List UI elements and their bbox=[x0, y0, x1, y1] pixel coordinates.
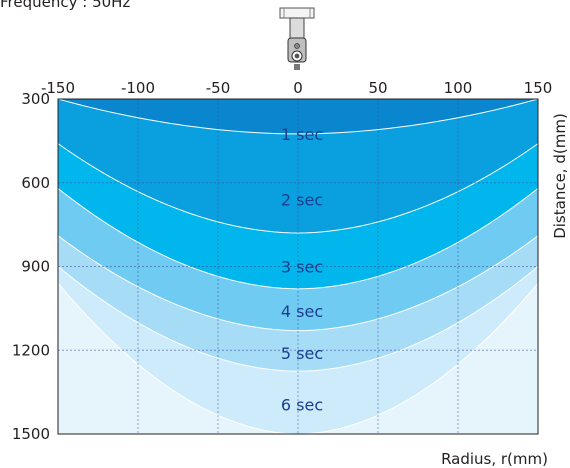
zone-boundary bbox=[58, 99, 538, 135]
zone-label: 3 sec bbox=[281, 258, 323, 277]
x-tick-label: 150 bbox=[524, 79, 553, 97]
y-axis-title: Distance, d(mm) bbox=[551, 113, 569, 239]
y-axis-ticks: 300 600 900 1200 1500 bbox=[12, 90, 50, 443]
plot-frame bbox=[57, 98, 539, 435]
zone-boundary bbox=[58, 235, 538, 332]
zone-area bbox=[58, 99, 538, 233]
plot-area bbox=[57, 98, 539, 435]
y-tick-label: 900 bbox=[21, 258, 50, 276]
zone-label: 1 sec bbox=[281, 125, 323, 144]
ceiling-sensor-icon bbox=[279, 7, 315, 70]
zone-labels: 1 sec 2 sec 3 sec 4 sec 5 sec 6 sec bbox=[281, 125, 323, 415]
page-title: Frequency : 50Hz bbox=[0, 0, 131, 11]
zone-label: 5 sec bbox=[281, 344, 323, 363]
x-tick-label: -150 bbox=[41, 79, 75, 97]
zone-label: 2 sec bbox=[281, 191, 323, 210]
y-tick-label: 300 bbox=[21, 90, 50, 108]
zone-label: 4 sec bbox=[281, 302, 323, 321]
x-tick-label: -100 bbox=[121, 79, 155, 97]
x-axis-title: Radius, r(mm) bbox=[441, 450, 548, 468]
x-tick-label: -50 bbox=[206, 79, 231, 97]
x-axis-ticks: -150 -100 -50 0 50 100 150 bbox=[41, 79, 552, 97]
x-tick-label: 50 bbox=[368, 79, 387, 97]
y-tick-label: 1500 bbox=[12, 425, 50, 443]
x-tick-label: 100 bbox=[444, 79, 473, 97]
y-tick-label: 600 bbox=[21, 174, 50, 192]
x-tick-label: 0 bbox=[293, 79, 303, 97]
zone-label: 6 sec bbox=[281, 396, 323, 415]
y-tick-label: 1200 bbox=[12, 341, 50, 359]
